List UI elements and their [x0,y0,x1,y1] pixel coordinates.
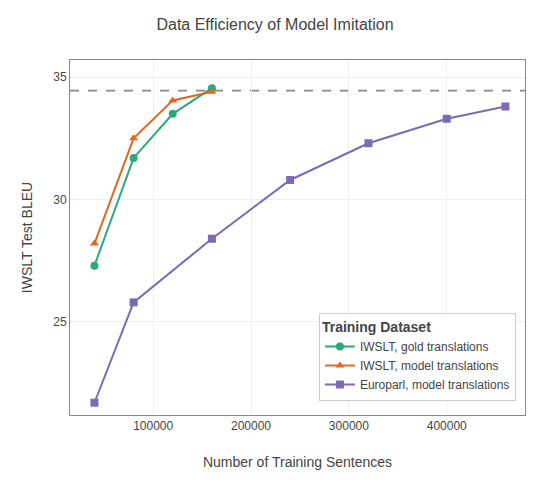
svg-text:Training Dataset: Training Dataset [322,319,431,335]
svg-text:IWSLT, model translations: IWSLT, model translations [360,359,499,373]
svg-text:30: 30 [53,193,67,207]
svg-text:25: 25 [53,315,67,329]
svg-text:300000: 300000 [329,419,369,433]
svg-text:200000: 200000 [231,419,271,433]
svg-text:400000: 400000 [427,419,467,433]
svg-text:IWSLT, gold translations: IWSLT, gold translations [360,340,489,354]
svg-text:Number of Training Sentences: Number of Training Sentences [203,454,392,470]
svg-text:Data Efficiency of Model Imita: Data Efficiency of Model Imitation [156,16,393,33]
svg-text:100000: 100000 [133,419,173,433]
svg-text:IWSLT Test BLEU: IWSLT Test BLEU [19,182,35,293]
svg-text:35: 35 [53,70,67,84]
svg-text:Europarl, model translations: Europarl, model translations [360,378,509,392]
